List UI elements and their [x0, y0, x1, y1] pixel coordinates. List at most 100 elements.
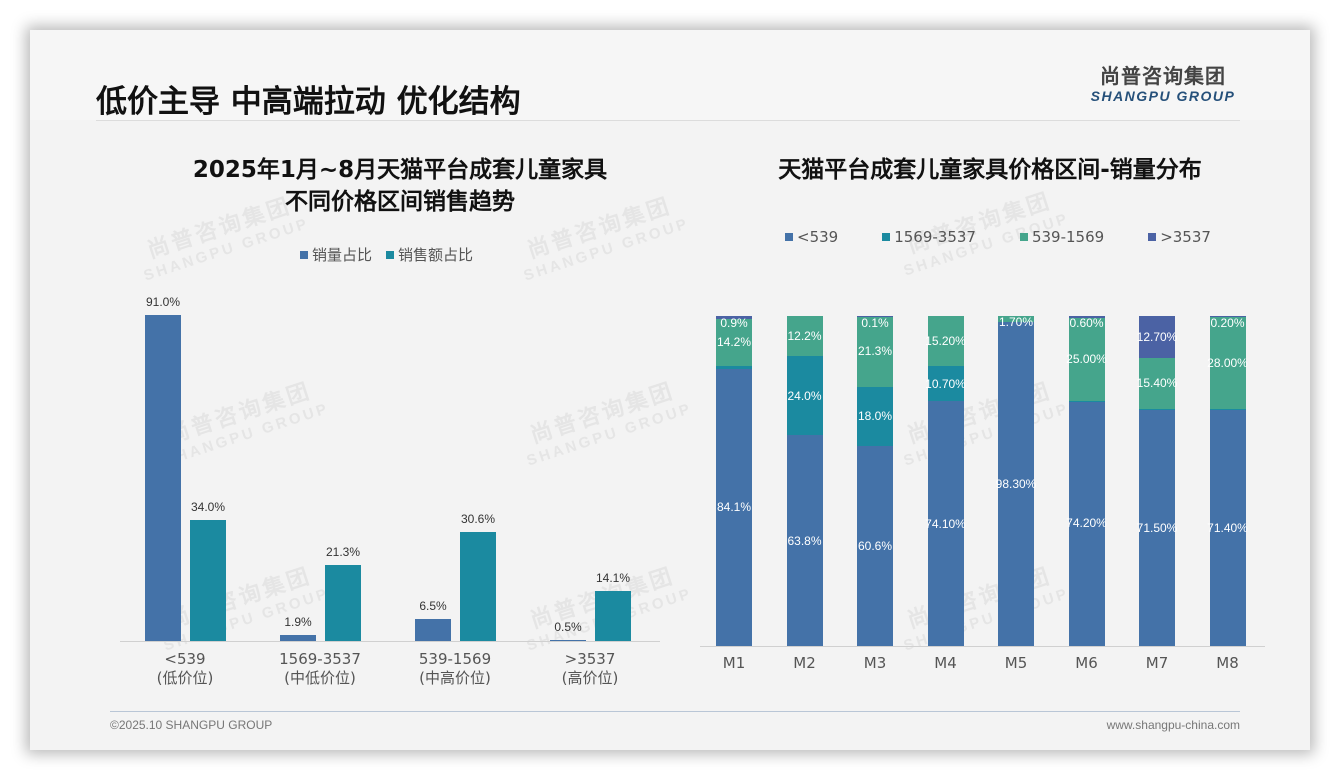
segment-label: 74.20% [1066, 516, 1107, 531]
segment-1569-3537 [716, 365, 752, 369]
x-axis-label: M1 [722, 654, 746, 672]
left-chart-title: 2025年1月~8月天猫平台成套儿童家具 不同价格区间销售趋势 [192, 157, 608, 215]
footer-website: www.shangpu-china.com [1106, 718, 1240, 732]
stacked-bar-M5: 98.30% 1.70% [996, 315, 1036, 646]
segment-label: 1.70% [998, 315, 1034, 329]
x-axis-label: M2 [793, 654, 816, 672]
segment-<539 [716, 368, 752, 646]
segment-<539 [998, 321, 1034, 646]
x-axis-label: 1569-3537 (中低价位) [279, 650, 361, 687]
legend-item: <539 [785, 228, 838, 246]
legend-swatch [882, 233, 891, 241]
segment-539-1569 [1139, 357, 1175, 409]
logo-cn: 尚普咨询集团 [1100, 64, 1226, 88]
data-label: 21.3% [325, 545, 361, 560]
footer-divider [110, 711, 1240, 712]
segment-label: 18.0% [857, 409, 893, 424]
segment-label: 0.60% [1069, 316, 1104, 330]
data-label: 34.0% [190, 499, 226, 514]
segment-539-1569 [786, 316, 823, 357]
segment-label: 10.70% [925, 376, 966, 391]
segment-label: 60.6% [857, 539, 893, 554]
segment-539-1569 [927, 316, 964, 367]
left-chart-plot: 91.0% 34.0% 1.9% 21.3% 6.5% 30.6% 0.5% 14.1% [120, 295, 660, 642]
data-label: 14.1% [595, 571, 631, 586]
left-chart-x-axis [120, 641, 660, 642]
segment-label: 84.1% [716, 500, 752, 515]
segment-label: 0.9% [720, 316, 748, 330]
x-axis-label: M8 [1216, 654, 1239, 672]
legend-swatch [300, 250, 308, 259]
data-label: 6.5% [419, 598, 447, 613]
stacked-bar-M4: 74.10% 10.70% 15.20% [925, 316, 966, 646]
stacked-bar-M1: 84.1%0.9%14.2%0.9% [716, 316, 752, 646]
x-axis-label: 539-1569 (中高价位) [418, 650, 492, 687]
segment-<539 [927, 401, 964, 646]
logo-en: SHANGPU GROUP [1090, 88, 1236, 104]
segment-1569-3537 [927, 366, 964, 402]
segment-539-1569 [716, 318, 752, 366]
segment-label: 28.00% [1207, 355, 1248, 370]
segment->3537 [1139, 316, 1175, 358]
segment-<539 [1068, 400, 1105, 646]
segment-539-1569 [1068, 318, 1105, 401]
legend-item: 1569-3537 [882, 228, 976, 246]
segment-<539 [1139, 410, 1175, 646]
segment-<539 [857, 446, 893, 646]
bar-volume [415, 618, 451, 642]
segment-label: 0.1% [861, 316, 889, 330]
segment-1569-3537 [857, 386, 893, 447]
segment-label: 74.10% [925, 516, 966, 531]
legend-item-volume: 销量占比 [300, 244, 372, 265]
stacked-bar-M2: 63.8% 24.0% 12.2% [786, 316, 823, 646]
segment-label: 71.50% [1136, 521, 1178, 536]
footer-copyright: ©2025.10 SHANGPU GROUP [110, 718, 273, 732]
right-chart-legend: <539 1569-3537 539-1569 >3537 [785, 228, 1255, 246]
segment-1569-3537 [1139, 408, 1175, 411]
segment-label: 12.2% [787, 329, 822, 344]
legend-swatch [1019, 233, 1028, 241]
segment-1569-3537 [786, 356, 823, 436]
x-axis-label: >3537 (高价位) [561, 650, 619, 687]
segment-539-1569 [857, 316, 893, 387]
data-label: 30.6% [460, 512, 496, 527]
segment-label: 25.00% [1066, 352, 1107, 367]
stacked-bar-M7: 71.50%0.40%15.40%12.70% [1137, 316, 1177, 646]
data-label: 0.5% [554, 620, 582, 635]
bar-sales [595, 591, 631, 642]
segment-label: 98.30% [995, 476, 1037, 491]
bar-sales [460, 532, 496, 642]
segment->3537 [716, 316, 752, 319]
page-title: 低价主导 中高端拉动 优化结构 [96, 84, 521, 120]
right-chart-title: 天猫平台成套儿童家具价格区间-销量分布 [778, 157, 1202, 183]
slide-header [30, 30, 1310, 120]
bar-sales [325, 565, 361, 642]
legend-item: 539-1569 [1019, 228, 1104, 246]
segment->3537 [1209, 316, 1246, 317]
segment-539-1569 [1209, 316, 1246, 410]
segment-label: 71.40% [1207, 521, 1248, 536]
segment-label: 63.8% [787, 533, 822, 548]
legend-item-sales: 销售额占比 [386, 244, 473, 265]
segment-label: 0.20% [1210, 316, 1245, 330]
stacked-bar-M8: 71.40%0.40%28.00%0.20% [1207, 316, 1248, 646]
x-axis-label: M7 [1145, 654, 1169, 672]
x-axis-label: M4 [934, 654, 957, 672]
slide: 低价主导 中高端拉动 优化结构 尚普咨询集团 SHANGPU GROUP 尚普咨… [30, 30, 1310, 750]
segment-<539 [1209, 410, 1246, 646]
x-axis-label: M3 [863, 654, 887, 672]
segment-label: 14.2% [716, 335, 752, 350]
data-label: 1.9% [284, 615, 312, 630]
bar-sales [190, 519, 226, 642]
bar-volume [280, 635, 316, 642]
data-label: 91.0% [145, 295, 181, 309]
legend-swatch [785, 233, 793, 241]
segment-label: 15.20% [925, 334, 966, 349]
segment-<539 [786, 435, 823, 646]
right-chart-x-axis [700, 646, 1265, 647]
segment-label: 12.70% [1136, 329, 1178, 344]
right-chart-plot: 84.1%0.9%14.2%0.9%63.8%24.0%12.2%60.6%18… [700, 315, 1265, 646]
segment-label: 15.40% [1136, 376, 1178, 391]
left-chart-legend: 销量占比 销售额占比 [300, 244, 487, 265]
x-axis-label: <539 (低价位) [156, 650, 214, 687]
